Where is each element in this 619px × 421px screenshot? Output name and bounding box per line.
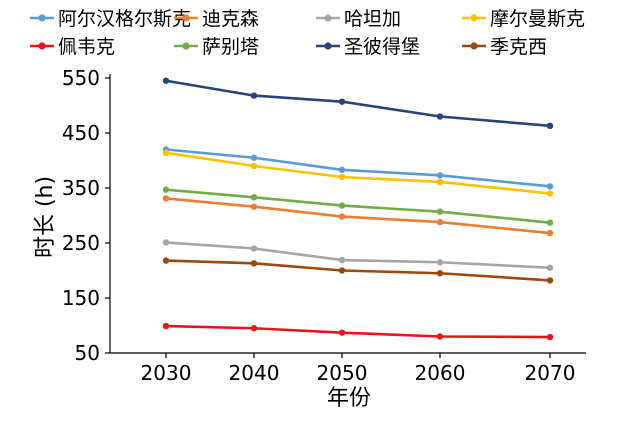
legend-label: 季克西 <box>490 36 547 58</box>
y-tick-label: 350 <box>62 176 100 200</box>
legend-label: 迪克森 <box>202 8 259 30</box>
data-point <box>250 154 258 161</box>
y-tick-label: 550 <box>62 66 100 90</box>
series-6 <box>162 186 554 226</box>
data-point <box>162 149 170 156</box>
data-point <box>338 98 346 105</box>
data-point <box>546 219 554 226</box>
data-point <box>436 259 444 266</box>
data-point <box>338 173 346 181</box>
x-tick-label: 2050 <box>317 361 368 385</box>
y-tick-label: 50 <box>75 341 100 365</box>
x-tick-label: 2030 <box>141 361 192 385</box>
series-4 <box>162 149 554 197</box>
y-tick-label: 150 <box>62 286 100 310</box>
data-point <box>546 190 554 197</box>
data-point <box>338 202 346 209</box>
data-point <box>338 166 346 174</box>
legend-item: 阿尔汉格尔斯克 <box>30 8 191 30</box>
series-line <box>165 79 551 128</box>
y-axis-title: 时长 (h) <box>33 176 58 258</box>
legend-label: 阿尔汉格尔斯克 <box>58 8 191 30</box>
data-point <box>250 194 258 201</box>
legend-item: 哈坦加 <box>316 8 401 30</box>
data-point <box>546 229 554 237</box>
series-1 <box>162 146 554 190</box>
data-point <box>546 277 554 284</box>
legend-swatch-marker <box>38 42 46 50</box>
legend-label: 佩韦克 <box>58 36 115 58</box>
data-point <box>250 203 258 210</box>
series-line <box>165 151 551 195</box>
legend-item: 萨别塔 <box>174 36 259 58</box>
legend-label: 哈坦加 <box>344 8 401 30</box>
legend-swatch-marker <box>182 14 190 22</box>
data-point <box>162 257 170 264</box>
legend-swatch-marker <box>324 42 332 50</box>
series-2 <box>162 195 554 237</box>
series-line <box>165 241 551 270</box>
data-point <box>546 333 554 341</box>
data-point <box>162 77 170 84</box>
data-point <box>338 267 346 274</box>
series-line <box>165 324 551 339</box>
legend-label: 圣彼得堡 <box>344 36 420 58</box>
data-point <box>546 183 554 190</box>
legend-label: 摩尔曼斯克 <box>490 8 585 30</box>
series-8 <box>162 257 554 284</box>
data-point <box>162 186 170 193</box>
data-point <box>338 213 346 220</box>
data-point <box>250 92 258 99</box>
x-tick-label: 2040 <box>229 361 280 385</box>
data-point <box>436 333 444 340</box>
series-3 <box>162 239 554 271</box>
x-tick-label: 2060 <box>415 361 466 385</box>
y-tick-label: 450 <box>62 121 100 145</box>
data-point <box>436 172 444 179</box>
data-point <box>250 260 258 267</box>
x-axis-title: 年份 <box>327 386 371 411</box>
data-point <box>162 195 170 202</box>
data-point <box>546 264 554 271</box>
data-point <box>436 208 444 215</box>
series-7 <box>162 77 554 130</box>
data-point <box>436 178 444 186</box>
data-point <box>436 218 444 226</box>
series-line <box>165 148 551 188</box>
data-point <box>546 122 554 130</box>
data-point <box>162 239 170 246</box>
series-5 <box>162 322 554 341</box>
legend-item: 佩韦克 <box>30 36 115 58</box>
legend-item: 摩尔曼斯克 <box>462 8 585 30</box>
data-point <box>162 322 170 330</box>
data-point <box>436 113 444 120</box>
legend-item: 季克西 <box>462 36 547 58</box>
legend-label: 萨别塔 <box>202 36 259 58</box>
data-point <box>250 325 258 332</box>
data-point <box>338 256 346 264</box>
legend-swatch-marker <box>38 14 46 22</box>
legend-swatch-marker <box>324 14 332 22</box>
legend-item: 圣彼得堡 <box>316 36 420 58</box>
legend-swatch-marker <box>470 14 478 22</box>
data-point <box>338 329 346 336</box>
data-point <box>250 245 258 252</box>
data-point <box>436 270 444 277</box>
legend-swatch-marker <box>182 42 190 50</box>
data-point <box>250 162 258 170</box>
y-tick-label: 250 <box>62 231 100 255</box>
legend-item: 迪克森 <box>174 8 259 30</box>
legend-swatch-marker <box>470 42 478 50</box>
x-tick-label: 2070 <box>525 361 576 385</box>
